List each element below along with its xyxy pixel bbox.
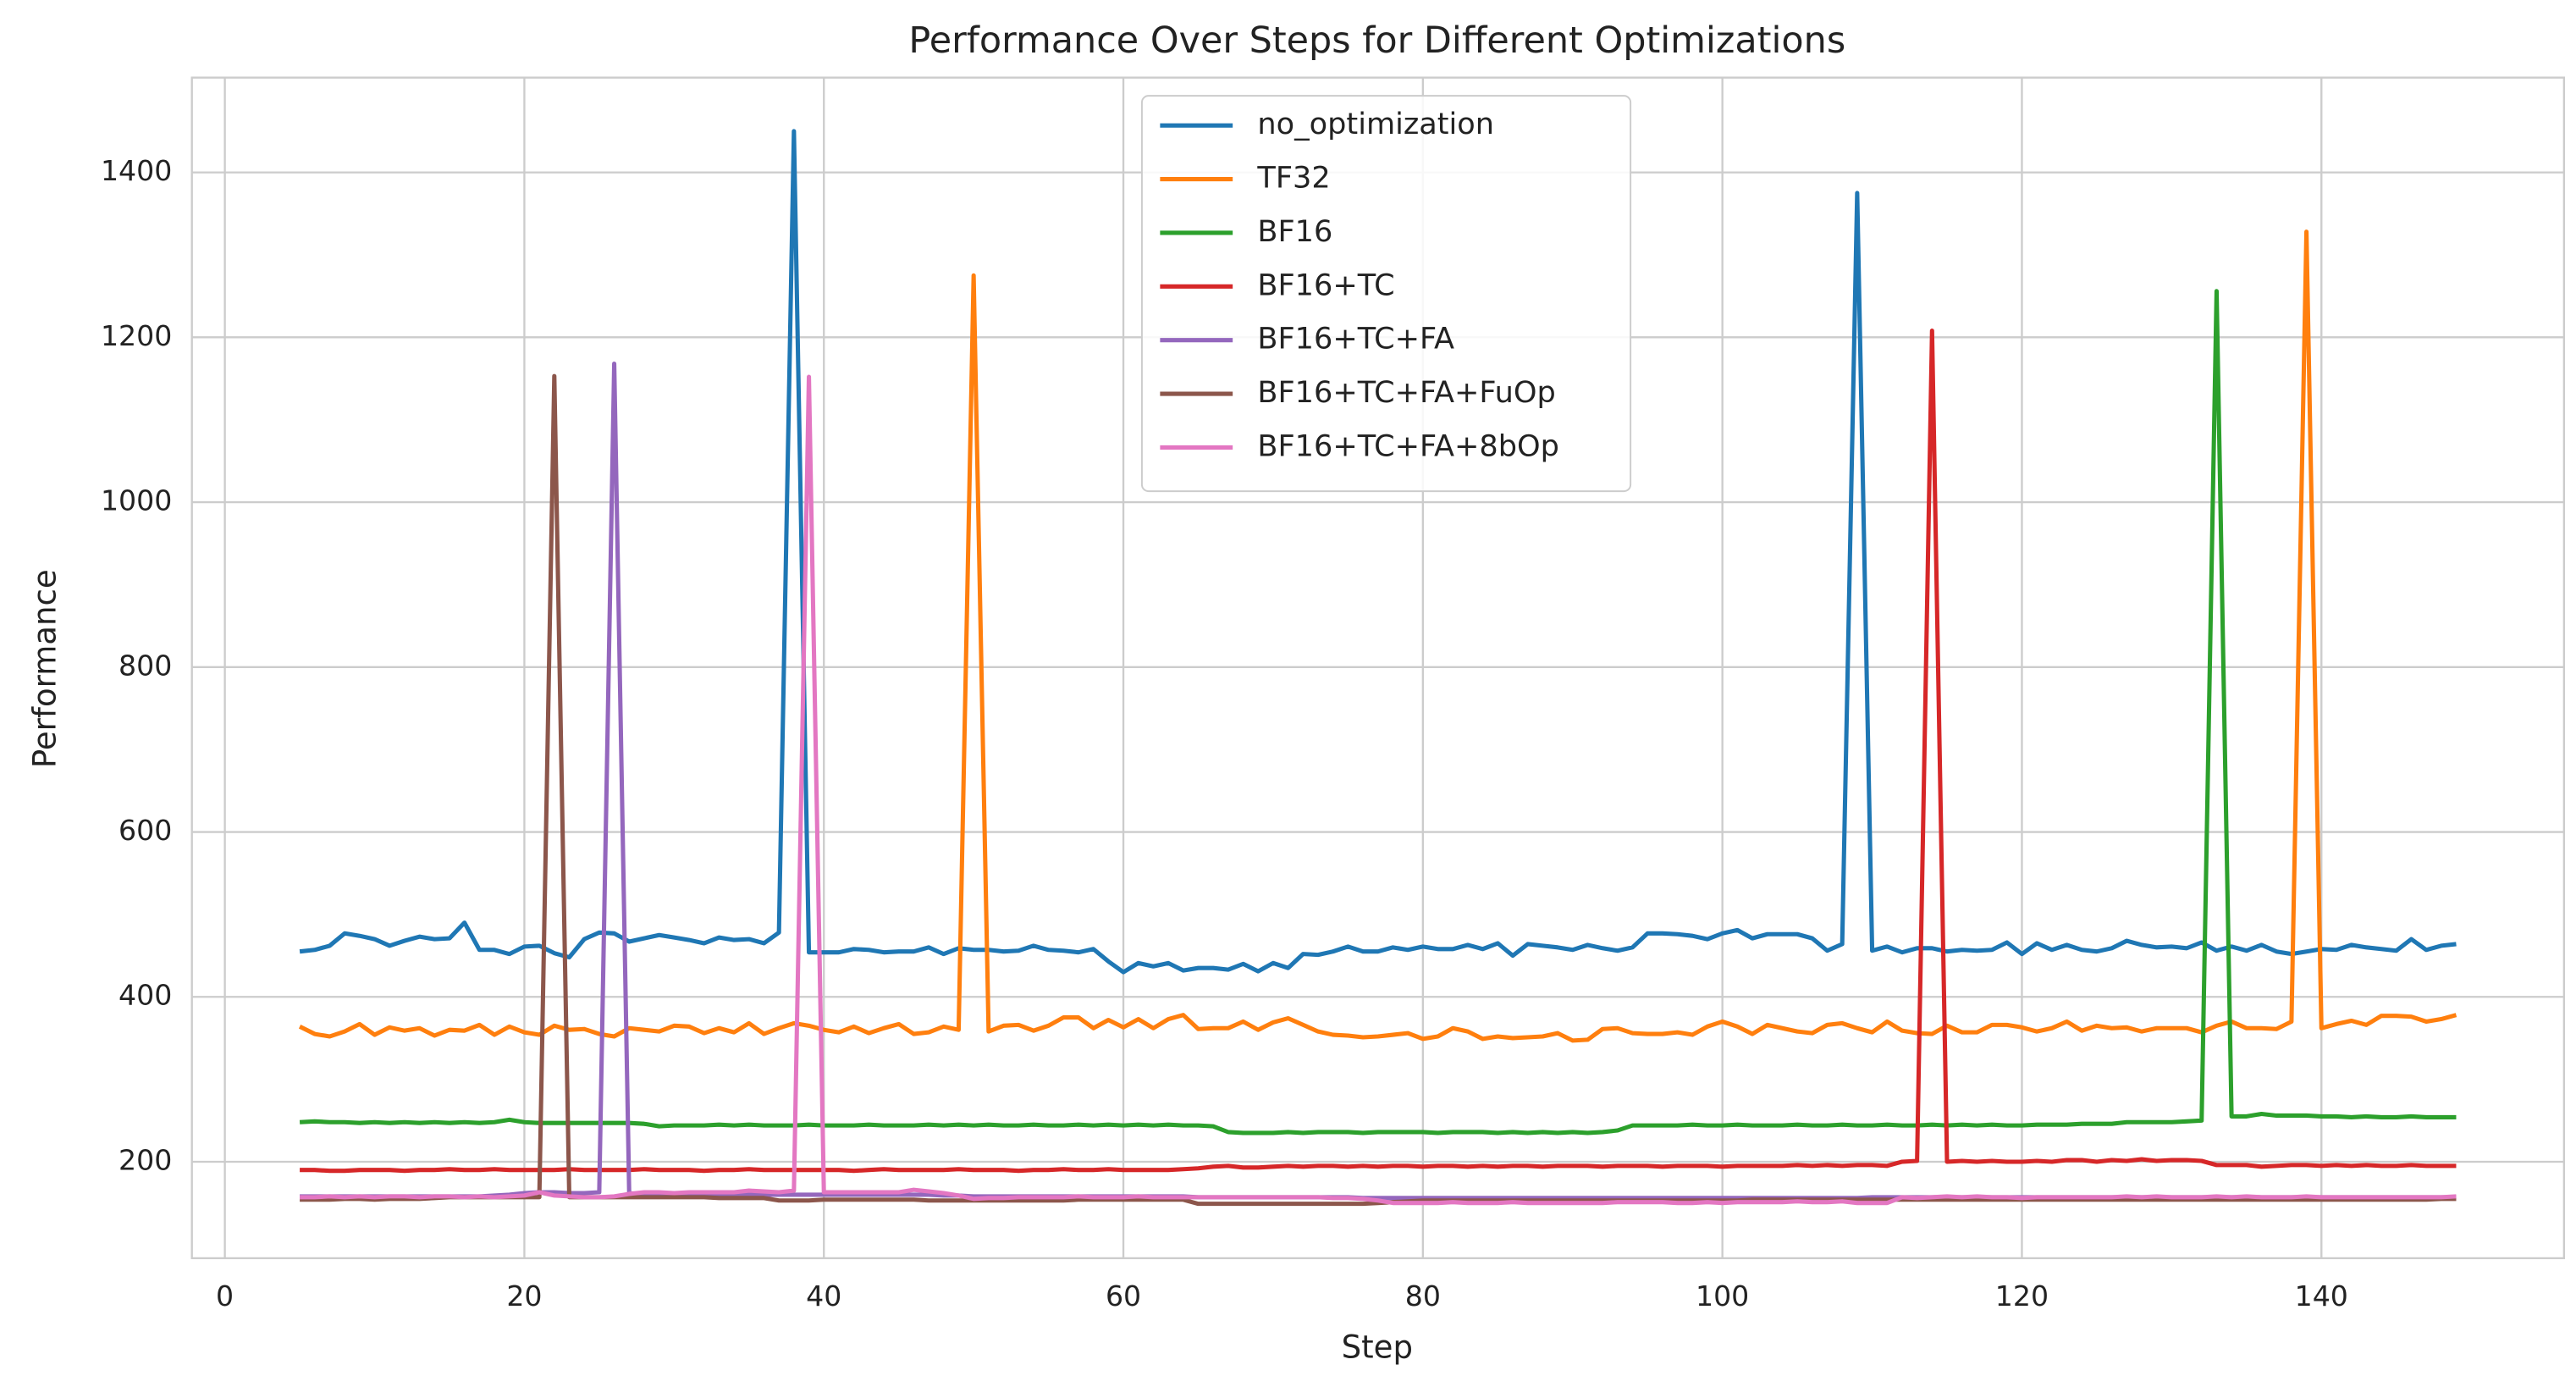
legend-frame	[1140, 95, 1632, 493]
y-tick-label: 200	[119, 1143, 172, 1176]
y-tick-label: 1400	[101, 154, 172, 187]
y-tick-label: 1200	[101, 319, 172, 352]
x-tick-label: 20	[506, 1279, 542, 1312]
x-tick-label: 80	[1405, 1279, 1441, 1312]
series-line	[300, 329, 2457, 1174]
legend-label: BF16	[1257, 214, 1332, 249]
plot-frame	[190, 76, 2566, 1260]
x-tick-label: 0	[216, 1279, 234, 1312]
x-tick-label: 100	[1696, 1279, 1749, 1312]
y-tick-label: 1000	[101, 484, 172, 517]
x-tick-label: 40	[806, 1279, 841, 1312]
y-tick-label: 600	[119, 814, 172, 847]
chart-title: Performance Over Steps for Different Opt…	[908, 19, 1845, 62]
y-axis-label: Performance	[27, 569, 63, 768]
legend: no_optimization TF32 BF16 BF16+TC BF16+TC+FA…	[1140, 95, 1632, 493]
legend-label: BF16+TC	[1257, 268, 1394, 302]
y-tick-label: 800	[119, 649, 172, 682]
series-line	[298, 229, 2457, 1043]
series-line	[299, 289, 2457, 1136]
x-tick-label: 140	[2295, 1279, 2348, 1312]
series-line	[300, 373, 2457, 1207]
legend-label: BF16+TC+FA	[1257, 322, 1454, 356]
legend-label: BF16+TC+FA+8bOp	[1257, 428, 1558, 463]
legend-label: BF16+TC+FA+FuOp	[1257, 375, 1555, 410]
x-tick-label: 60	[1106, 1279, 1141, 1312]
series-line	[300, 374, 2457, 1206]
series-line	[299, 129, 2457, 975]
x-tick-label: 120	[1995, 1279, 2049, 1312]
y-tick-label: 400	[119, 979, 172, 1012]
legend-label: no_optimization	[1257, 107, 1494, 141]
legend-label: TF32	[1256, 161, 1330, 196]
x-axis-label: Step	[1342, 1329, 1413, 1366]
